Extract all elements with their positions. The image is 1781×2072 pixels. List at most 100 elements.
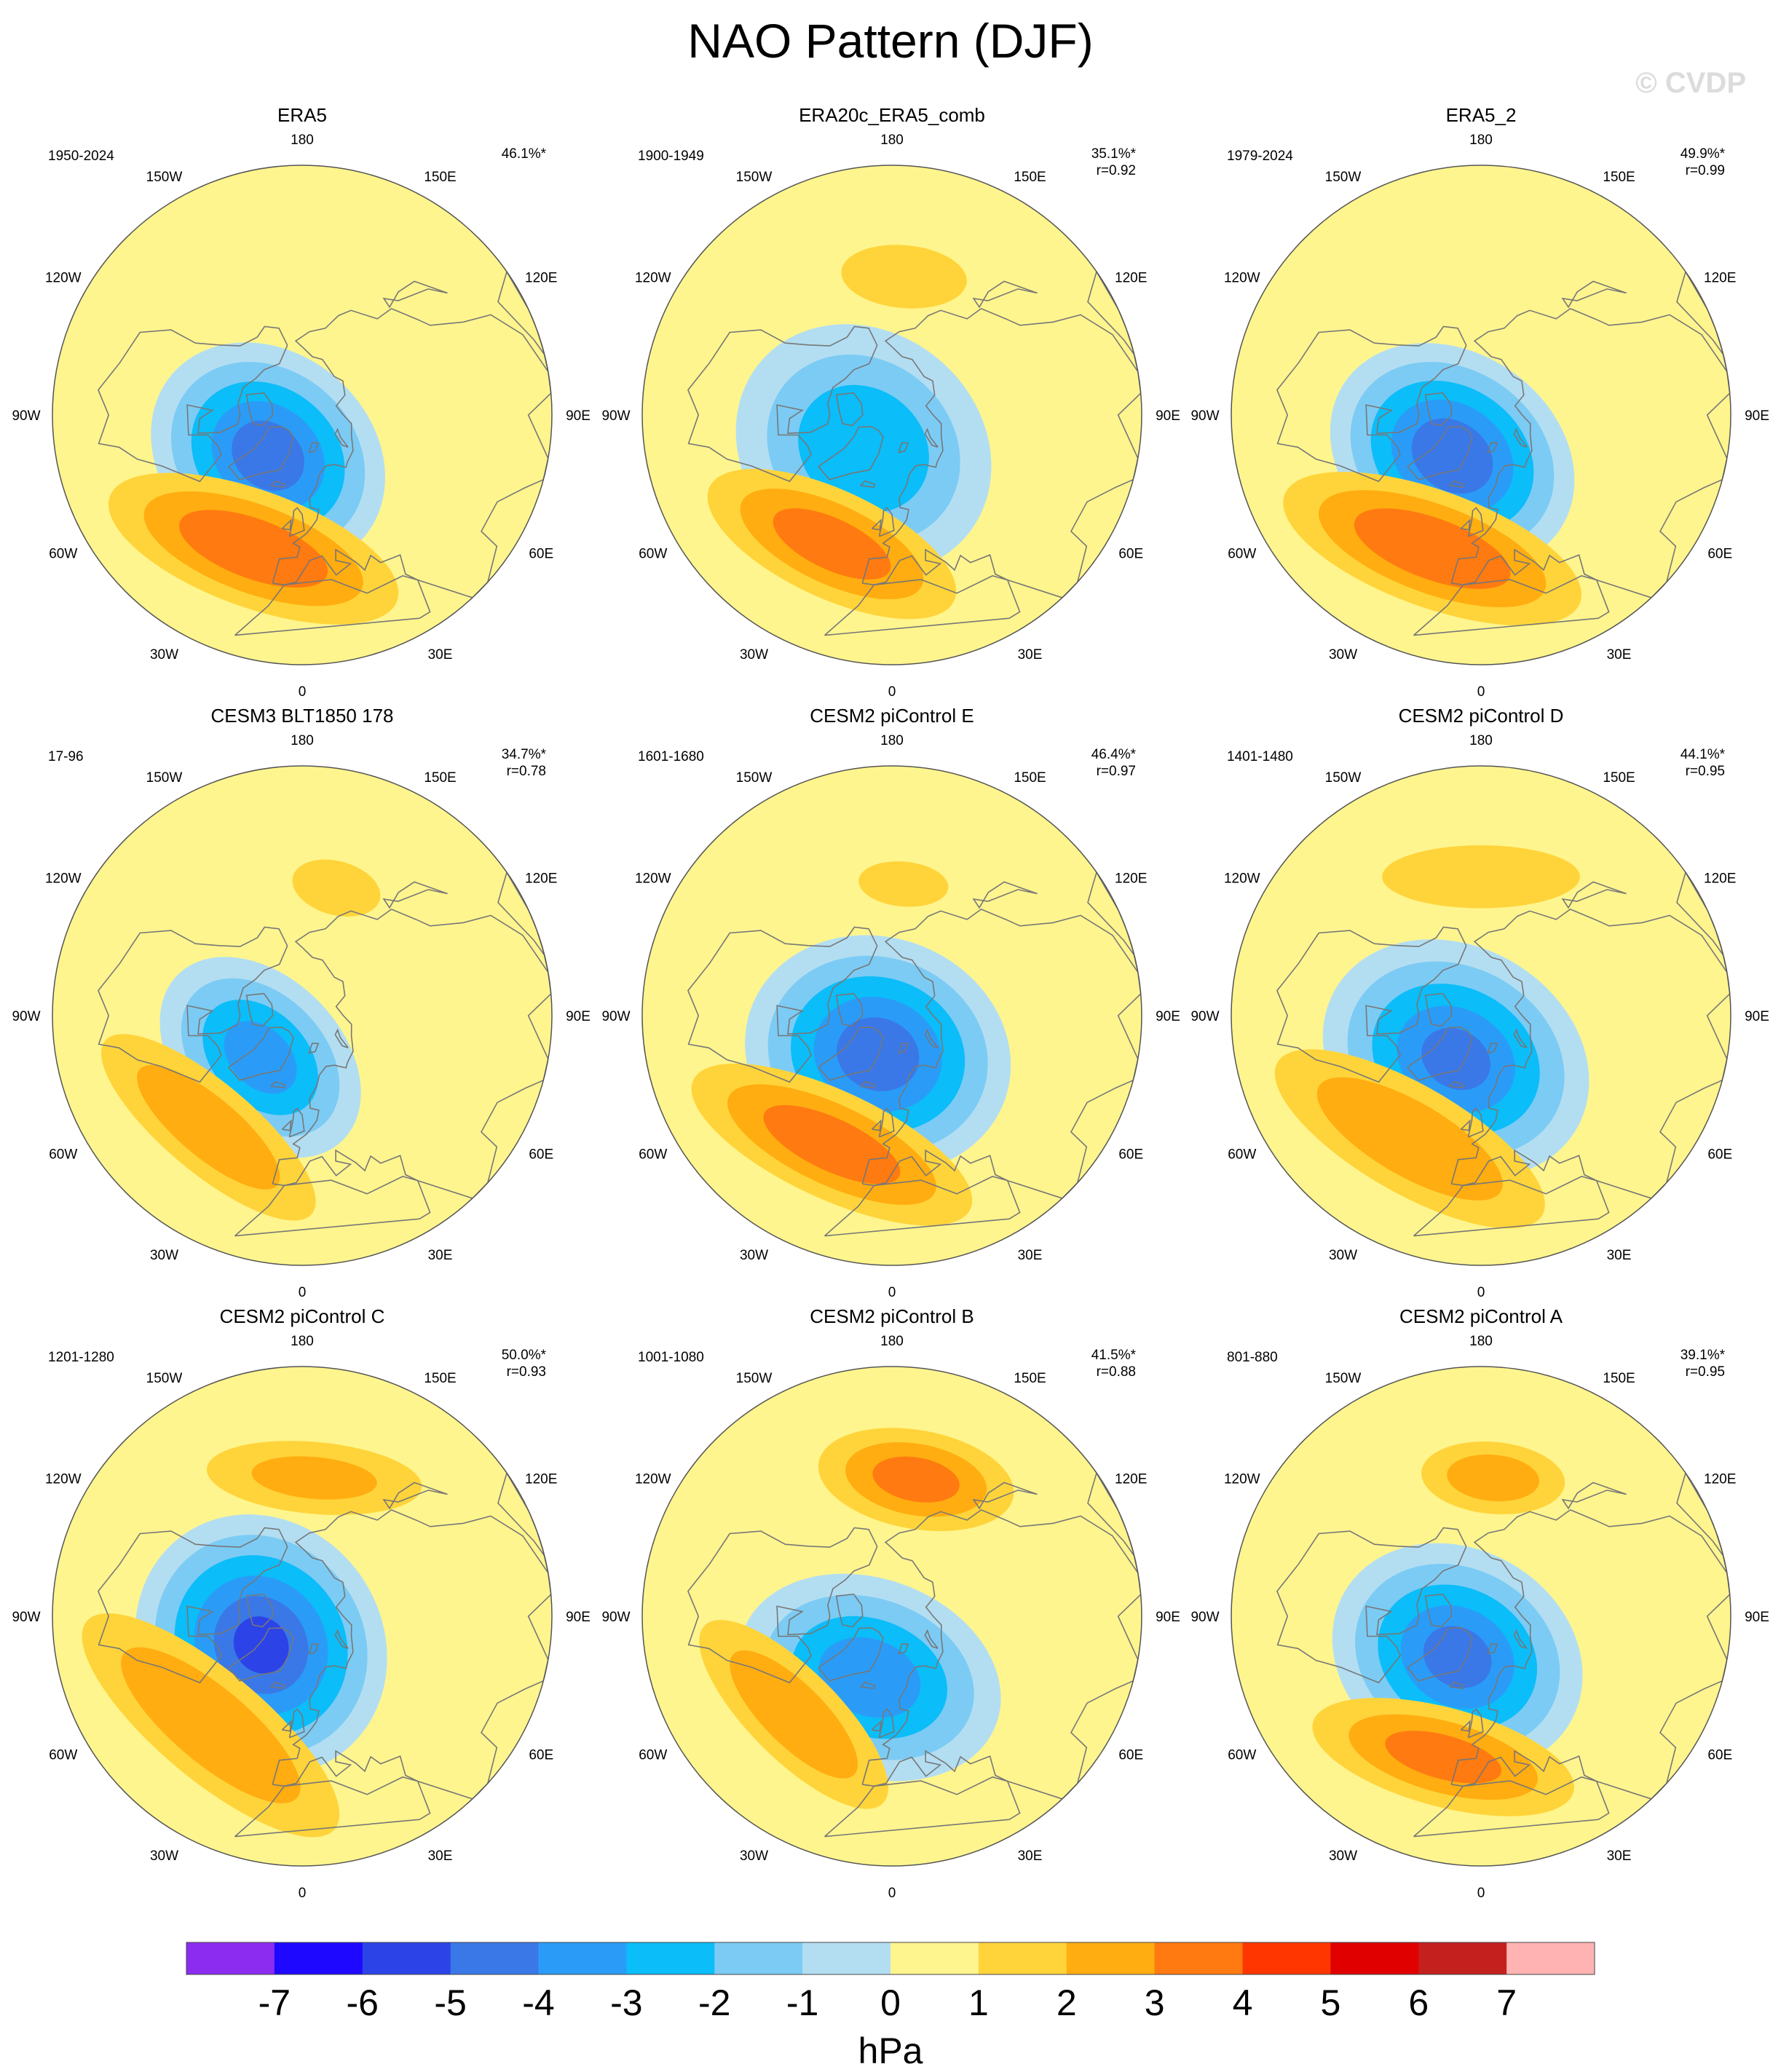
contour-level [137,1064,280,1190]
longitude-label: 60E [1118,1748,1143,1763]
coastline [861,307,1142,598]
longitude-label: 60W [639,547,667,562]
coastline [924,1629,939,1649]
colorbar-tick-label: 7 [1496,1982,1517,2023]
longitude-label: 0 [888,1886,896,1901]
longitude-label: 0 [1477,1886,1485,1901]
panel-pattern-correlation: r=0.88 [1097,1364,1136,1380]
panel-years: 1900-1949 [638,149,704,164]
longitude-label: 0 [1477,684,1485,700]
coastline [878,507,895,537]
longitude-label: 150E [1603,1371,1635,1386]
coastline [818,426,884,481]
coastline [1460,1720,1471,1732]
contour-level [1447,1454,1539,1502]
coastline [1276,926,1467,1083]
longitude-label: 150W [146,770,183,786]
coastline [1413,575,1610,636]
coastline [308,1043,320,1054]
panel-variance-pct: 46.4%* [1091,747,1137,762]
map-panel: 180 150E 120E 90E 60E 30E 0 30W 60W 90W 120W 150W CE… [12,1305,590,1901]
colorbar-tick-label: 4 [1233,1982,1253,2023]
longitude-label: 90E [1156,1610,1180,1625]
longitude-label: 60E [1118,547,1143,562]
longitude-label: 60W [1228,1147,1256,1163]
coastline [871,1119,882,1131]
coastline [824,1776,1021,1838]
panel-variance-pct: 49.9%* [1681,146,1726,162]
coastline [228,1027,294,1081]
contour-level [872,1456,960,1503]
coastline [835,1593,864,1628]
coastline [245,992,274,1027]
coastline [1460,1119,1471,1131]
colorbar-tick-label: -4 [522,1982,554,2023]
map-panel: 180 150E 120E 90E 60E 30E 0 30W 60W 90W 120W 150W CE… [1190,705,1769,1300]
panel-title: CESM2 piControl B [810,1305,974,1327]
coastline [382,280,448,309]
coastline [234,1176,431,1237]
coastline [1450,307,1731,598]
coastline [687,1527,878,1684]
contour-level [232,420,305,491]
panel-title: CESM3 BLT1850 178 [211,705,394,727]
longitude-label: 150E [1603,170,1635,185]
longitude-label: 30E [428,647,453,663]
longitude-label: 90E [566,408,591,424]
coastline [228,1627,294,1682]
panel-variance-pct: 39.1%* [1681,1348,1726,1363]
longitude-label: 120E [525,1472,557,1487]
field-fill [52,1367,552,1866]
longitude-label: 120E [1704,871,1736,887]
longitude-label: 90W [12,1009,40,1024]
map-border [1231,1366,1731,1867]
coastline [898,442,909,454]
cvdp-watermark: © CVDP [1635,67,1746,99]
coastline [382,1482,448,1510]
figure-title: NAO Pattern (DJF) [687,14,1094,68]
coastline [1467,507,1484,537]
panel-title: CESM2 piControl A [1399,1305,1563,1327]
coastline [272,307,552,598]
longitude-label: 0 [1477,1285,1485,1300]
map-border [52,765,553,1266]
coastline [228,426,294,481]
longitude-label: 150E [1014,770,1046,786]
coastline [234,1776,431,1838]
longitude-label: 90W [12,1610,40,1625]
panel-variance-pct: 35.1%* [1091,146,1137,162]
field-fill [642,1367,1142,1866]
longitude-label: 0 [299,1886,307,1901]
map-panel: 180 150E 120E 90E 60E 30E 0 30W 60W 90W 120W 150W CE… [601,705,1180,1300]
coastline [97,926,288,1083]
coastline [1561,1482,1627,1510]
panel-years: 801-880 [1227,1350,1278,1365]
coastline [878,1107,895,1138]
longitude-label: 60E [529,1748,553,1763]
coastline [1513,1028,1528,1048]
longitude-label: 120W [1224,271,1260,286]
field-fill [52,165,552,665]
longitude-label: 120W [1224,1472,1260,1487]
panel-years: 1601-1680 [638,749,704,764]
coastline [288,1708,305,1739]
field-fill [642,766,1142,1265]
longitude-label: 150W [146,1371,183,1386]
coastline [835,392,864,427]
coastline [97,325,288,483]
contour-level [121,1647,301,1803]
coastline [1424,992,1453,1027]
map-border [1231,165,1731,665]
panel-years: 17-96 [48,749,84,764]
map-border [641,1366,1142,1867]
map-panel: 180 150E 120E 90E 60E 30E 0 30W 60W 90W 120W 150W CE… [1190,1305,1769,1901]
contour-level [251,1456,377,1500]
coastline [835,992,864,1027]
contour-level [1385,1731,1502,1784]
coastline [272,908,552,1199]
longitude-label: 90E [566,1009,591,1024]
coastline [270,1080,286,1088]
panel-pattern-correlation: r=0.97 [1097,764,1136,779]
longitude-label: 180 [291,1334,314,1349]
panel-pattern-correlation: r=0.95 [1686,1364,1725,1380]
